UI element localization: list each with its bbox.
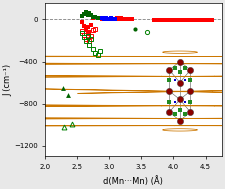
Y-axis label: J (cm⁻¹): J (cm⁻¹) (3, 64, 12, 96)
X-axis label: d(Mn···Mn) (Å): d(Mn···Mn) (Å) (104, 176, 163, 186)
